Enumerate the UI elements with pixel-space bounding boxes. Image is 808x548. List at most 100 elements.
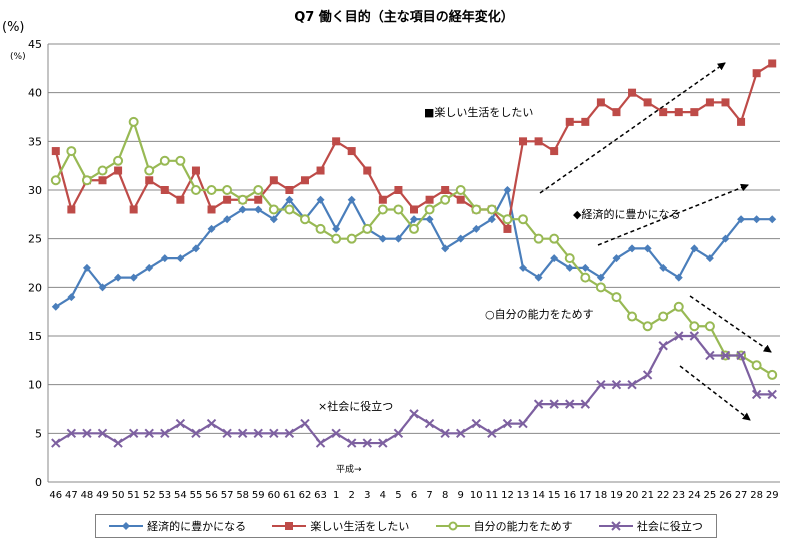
data-point (674, 331, 684, 341)
x-tick-label: 8 (442, 490, 448, 501)
x-tick-label: 1 (333, 490, 339, 501)
data-point (144, 165, 155, 176)
data-point (674, 273, 683, 282)
x-tick-label: 61 (283, 490, 296, 501)
data-point (191, 166, 200, 175)
data-point (751, 360, 762, 371)
data-point (128, 116, 139, 127)
chart-title: Q7 働く目的（主な項目の経年変化） (294, 10, 514, 25)
data-point (487, 215, 496, 224)
data-point (549, 399, 559, 409)
data-point (627, 379, 637, 390)
grid-lines (48, 43, 780, 434)
legend-label: 自分の能力をためす (473, 520, 573, 533)
legend-item-nouryoku: 自分の能力をためす (435, 518, 573, 534)
legend-label: 社会に役立つ (636, 520, 703, 533)
data-point (159, 155, 170, 166)
data-point (642, 370, 653, 380)
x-tick-label: 9 (458, 490, 464, 501)
data-point (331, 233, 342, 244)
data-point (689, 331, 700, 341)
x-tick-label: 5 (395, 490, 401, 501)
data-point (269, 215, 278, 224)
data-point (50, 175, 61, 186)
data-point (176, 195, 185, 204)
x-tick-label: 15 (548, 490, 561, 501)
data-point (268, 204, 279, 215)
legend-item-tanoshii: 楽しい生活をしたい (272, 518, 409, 534)
series-2 (50, 116, 778, 380)
data-point (704, 321, 715, 332)
data-point (441, 244, 450, 253)
data-point (51, 438, 61, 448)
data-point (705, 254, 714, 263)
legend-label: 楽しい生活をしたい (310, 520, 410, 533)
data-point (565, 263, 574, 272)
data-point (160, 428, 170, 439)
data-point (410, 205, 418, 214)
x-tick-label: 12 (501, 490, 514, 501)
data-point (519, 263, 528, 272)
y-tick-label: 5 (35, 427, 42, 440)
data-point (190, 185, 201, 195)
data-point (424, 418, 435, 429)
data-point (254, 205, 263, 214)
data-point (409, 223, 419, 234)
x-tick-label: 48 (81, 490, 94, 501)
y-tick-label: 30 (28, 184, 42, 197)
data-point (659, 108, 668, 117)
data-point (347, 147, 356, 156)
data-point (67, 205, 76, 214)
y-unit-label: (%) (2, 20, 25, 35)
data-point (456, 195, 465, 204)
data-point (347, 195, 356, 204)
data-point (611, 292, 622, 303)
data-point (471, 204, 482, 215)
data-point (689, 321, 700, 332)
data-point (394, 186, 403, 194)
data-point (129, 205, 138, 214)
data-point (113, 438, 123, 448)
data-point (487, 428, 497, 439)
data-point (519, 137, 528, 146)
data-point (502, 214, 513, 225)
trend-arrow (679, 365, 751, 421)
data-point (627, 311, 638, 322)
data-point (237, 194, 248, 205)
data-point (269, 428, 279, 439)
data-point (565, 117, 574, 126)
data-point (768, 59, 777, 68)
x-tick-label: 53 (158, 490, 171, 501)
y-tick-label: 40 (28, 87, 42, 100)
x-tick-label: 29 (766, 490, 779, 501)
data-point (674, 108, 683, 117)
x-tick-label: 23 (672, 490, 685, 501)
data-point (673, 301, 684, 312)
data-point (503, 224, 512, 233)
data-point (737, 215, 746, 224)
data-point (82, 263, 91, 272)
data-point (502, 418, 513, 429)
data-point (206, 418, 217, 429)
x-tick-label: 46 (49, 490, 62, 501)
data-point (486, 204, 497, 215)
data-point (456, 234, 465, 243)
x-tick-label: 10 (470, 490, 483, 501)
data-point (378, 438, 388, 448)
data-point (253, 185, 264, 195)
data-point (175, 155, 186, 166)
data-point (378, 195, 387, 204)
data-point (658, 311, 669, 322)
x-tick-label: 24 (688, 490, 701, 501)
x-tick-labels: 46 47 48 49 50 51 52 53 54 55 56 57 58 59 60 61 62 63 1 2 3 4… (49, 490, 778, 501)
data-point (643, 244, 652, 253)
data-point (721, 98, 730, 107)
x-tick-label: 13 (517, 490, 530, 501)
data-point (612, 254, 621, 263)
data-point (425, 215, 434, 224)
trend-arrow (597, 183, 749, 246)
data-point (285, 195, 294, 204)
x-tick-label: 25 (704, 490, 717, 501)
x-tick-label: 20 (626, 490, 639, 501)
x-tick-label: 50 (112, 490, 125, 501)
